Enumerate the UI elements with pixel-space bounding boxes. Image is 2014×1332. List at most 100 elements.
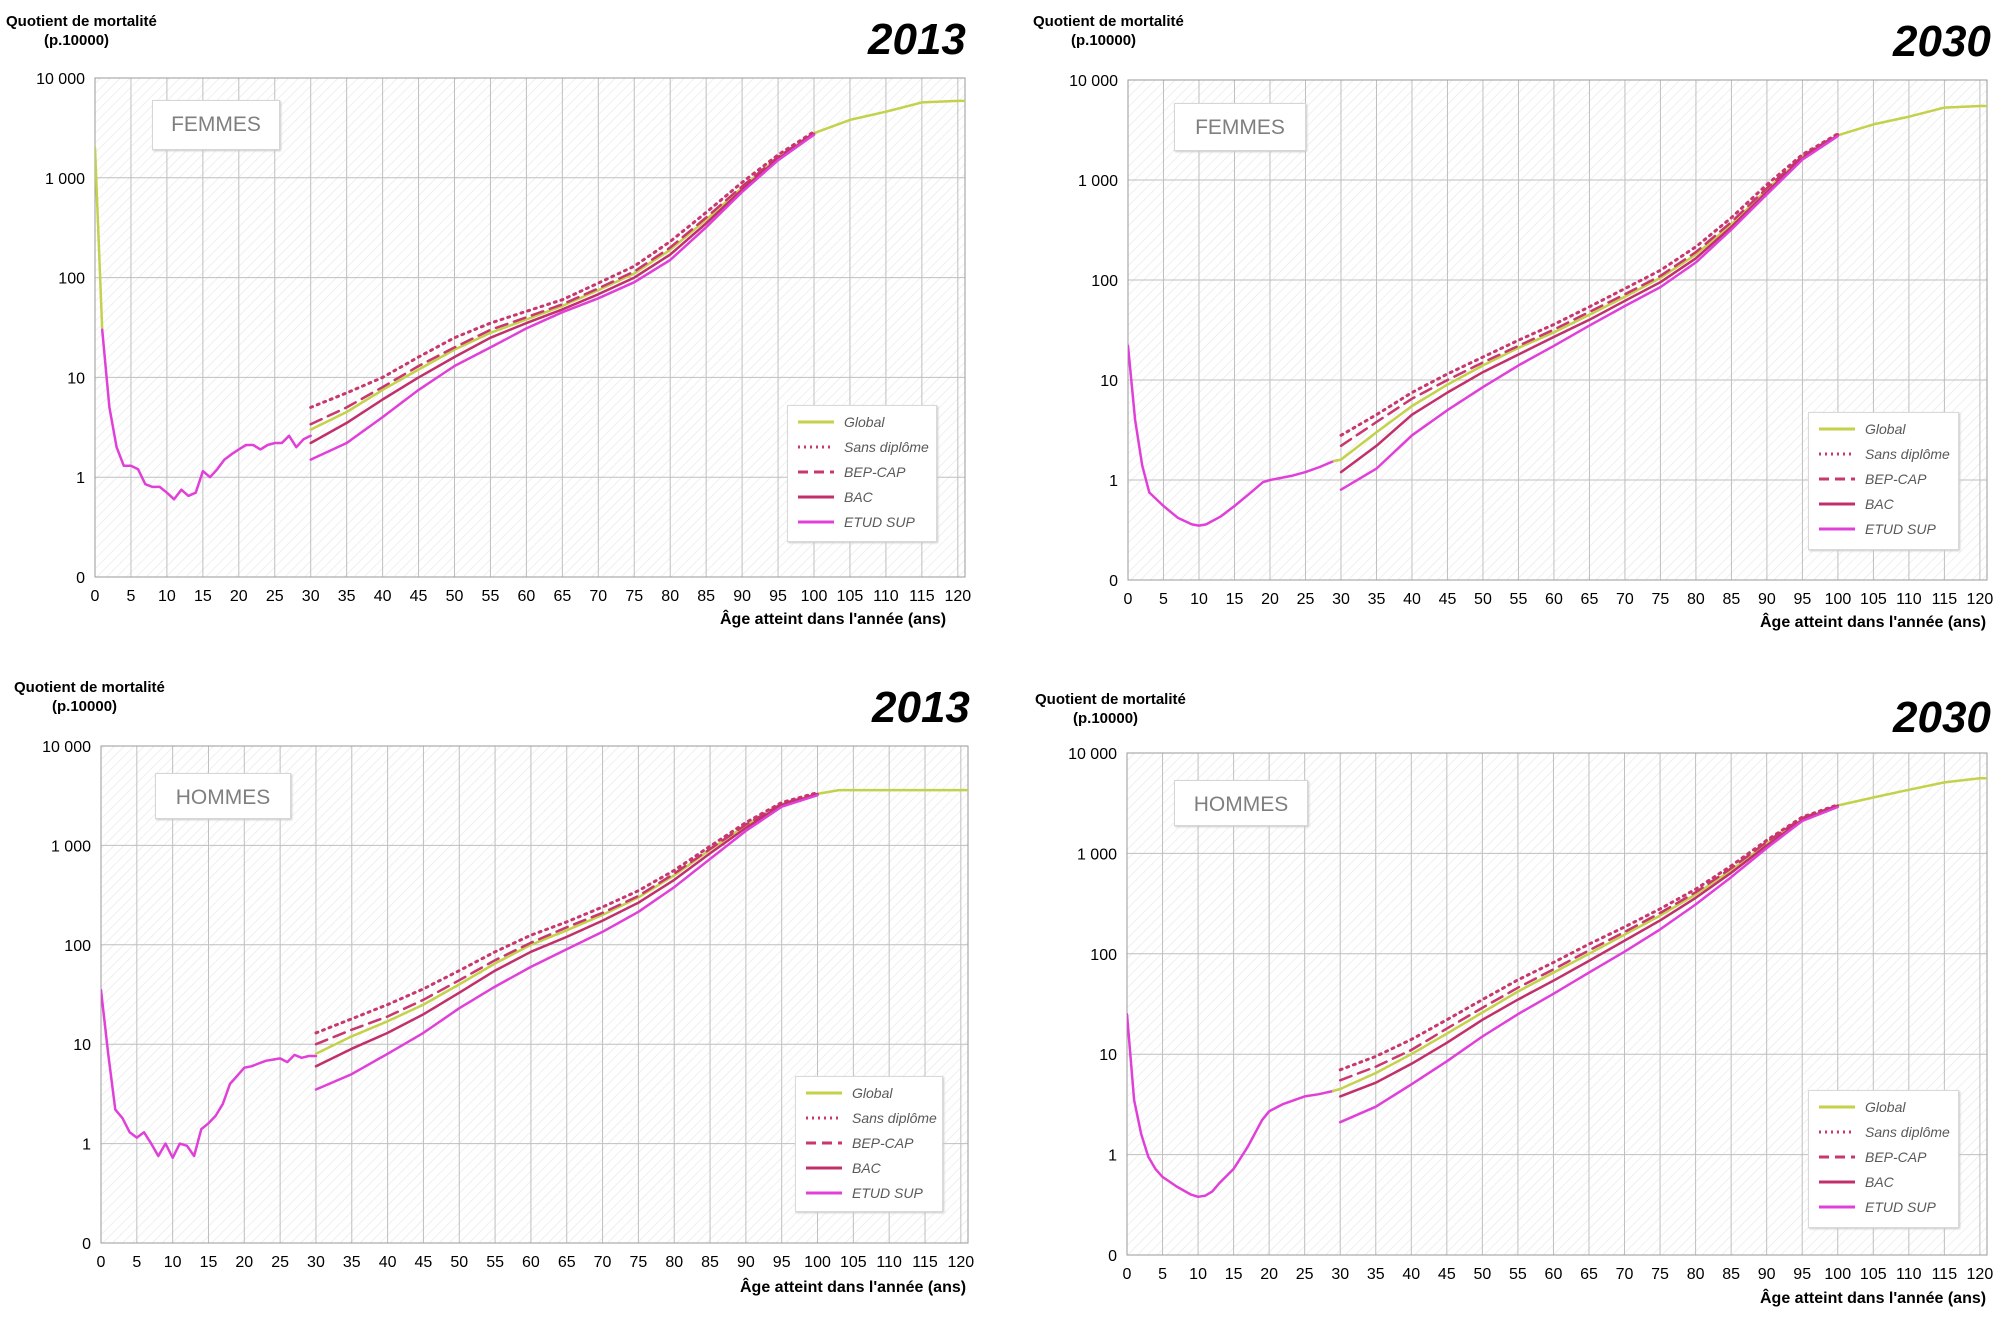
x-tick-label: 15 bbox=[1226, 591, 1244, 608]
series-line-bac bbox=[314, 793, 819, 1068]
x-tick-label: 95 bbox=[769, 588, 787, 605]
series-line-sans-diplome bbox=[309, 130, 816, 409]
legend-swatch bbox=[798, 520, 834, 524]
x-tick-label: 90 bbox=[737, 1254, 755, 1271]
x-tick-label: 65 bbox=[558, 1254, 576, 1271]
legend-label-global: Global bbox=[844, 414, 885, 430]
x-tick-label: 115 bbox=[1932, 1266, 1958, 1283]
x-tick-label: 45 bbox=[1439, 591, 1457, 608]
legend-swatch bbox=[1819, 1155, 1855, 1159]
legend-swatch bbox=[1819, 1130, 1855, 1134]
x-tick-label: 15 bbox=[1225, 1266, 1243, 1283]
y-tick-label: 0 bbox=[76, 570, 85, 587]
x-tick-label: 55 bbox=[1510, 591, 1528, 608]
legend-label-sans-diplome: Sans diplôme bbox=[852, 1110, 937, 1126]
plot-area: 0 5 10 15 20 25 30 35 40 45 50 55 60 65 70 75 80 85 90 95 10… bbox=[1069, 73, 1993, 608]
x-tick-label: 50 bbox=[1473, 1266, 1491, 1283]
x-tick-label: 100 bbox=[801, 588, 828, 605]
y-tick-label: 0 bbox=[82, 1236, 91, 1253]
x-tick-label: 105 bbox=[1860, 591, 1887, 608]
x-tick-label: 10 bbox=[1189, 1266, 1207, 1283]
x-tick-label: 110 bbox=[1896, 591, 1922, 608]
x-tick-label: 5 bbox=[1159, 591, 1168, 608]
x-tick-label: 120 bbox=[947, 1254, 974, 1271]
x-tick-label: 75 bbox=[629, 1254, 647, 1271]
x-tick-label: 10 bbox=[158, 588, 176, 605]
x-tick-label: 45 bbox=[410, 588, 428, 605]
gender-label: FEMMES bbox=[1174, 103, 1306, 151]
y-axis-title-line1: Quotient de mortalité bbox=[6, 13, 157, 30]
x-tick-label: 40 bbox=[1402, 1266, 1420, 1283]
x-tick-label: 50 bbox=[1474, 591, 1492, 608]
series-line-global bbox=[1332, 104, 1987, 463]
y-axis-title: Quotient de mortalité (p.10000) bbox=[1035, 690, 1186, 728]
y-axis-title-line2: (p.10000) bbox=[44, 32, 110, 49]
x-tick-label: 75 bbox=[1651, 1266, 1669, 1283]
x-tick-label: 90 bbox=[733, 588, 751, 605]
x-tick-label: 5 bbox=[1158, 1266, 1167, 1283]
x-tick-label: 120 bbox=[944, 588, 971, 605]
x-tick-label: 65 bbox=[1581, 591, 1599, 608]
series-line-sans-diplome bbox=[1338, 803, 1840, 1072]
y-axis-title: Quotient de mortalité (p.10000) bbox=[6, 12, 157, 50]
x-tick-label: 35 bbox=[338, 588, 356, 605]
legend-swatch bbox=[798, 420, 834, 424]
x-tick-label: 15 bbox=[194, 588, 212, 605]
series-line-global bbox=[1331, 777, 1987, 1093]
y-tick-label: 10 000 bbox=[1069, 73, 1118, 90]
x-tick-label: 20 bbox=[235, 1254, 253, 1271]
legend: Global Sans diplôme BEP-CAP BAC ETUD SUP bbox=[1808, 1090, 1959, 1228]
x-tick-label: 80 bbox=[661, 588, 679, 605]
series-line-etud-sup bbox=[1127, 1012, 1335, 1199]
series-group bbox=[101, 788, 968, 1160]
legend-item-bac: BAC bbox=[1819, 1172, 1969, 1192]
legend-swatch bbox=[798, 495, 834, 499]
x-tick-label: 50 bbox=[446, 588, 464, 605]
y-axis-title-line2: (p.10000) bbox=[1073, 710, 1139, 727]
legend-label-bac: BAC bbox=[844, 489, 873, 505]
x-tick-label: 25 bbox=[266, 588, 284, 605]
x-tick-label: 85 bbox=[701, 1254, 719, 1271]
x-tick-label: 25 bbox=[271, 1254, 289, 1271]
x-tick-label: 110 bbox=[876, 1254, 902, 1271]
legend-label-bep-cap: BEP-CAP bbox=[1865, 1149, 1927, 1165]
y-tick-label: 100 bbox=[1090, 947, 1117, 964]
y-tick-label: 100 bbox=[64, 938, 91, 955]
legend-item-etud-sup: ETUD SUP bbox=[798, 512, 948, 532]
legend-swatch bbox=[806, 1091, 842, 1095]
y-tick-label: 1 bbox=[82, 1137, 91, 1154]
y-tick-label: 1 000 bbox=[1077, 846, 1117, 863]
x-tick-label: 75 bbox=[625, 588, 643, 605]
x-tick-label: 110 bbox=[873, 588, 899, 605]
legend-label-global: Global bbox=[1865, 1099, 1906, 1115]
legend-label-global: Global bbox=[852, 1085, 893, 1101]
y-axis-title: Quotient de mortalité (p.10000) bbox=[14, 678, 165, 716]
x-tick-label: 15 bbox=[200, 1254, 218, 1271]
legend-item-global: Global bbox=[1819, 1097, 1969, 1117]
legend-label-bac: BAC bbox=[852, 1160, 881, 1176]
legend-item-sans-diplome: Sans diplôme bbox=[798, 437, 948, 457]
legend-label-bac: BAC bbox=[1865, 496, 1894, 512]
y-axis-title-line1: Quotient de mortalité bbox=[1035, 691, 1186, 708]
y-axis-title-line1: Quotient de mortalité bbox=[1033, 13, 1184, 30]
series-line-bac bbox=[1338, 804, 1839, 1098]
x-tick-label: 80 bbox=[665, 1254, 683, 1271]
y-tick-label: 10 bbox=[73, 1037, 91, 1054]
x-axis-title: Âge atteint dans l'année (ans) bbox=[1760, 1290, 1987, 1307]
y-tick-label: 0 bbox=[1109, 573, 1118, 590]
series-line-etud-sup bbox=[1338, 805, 1839, 1124]
y-axis-title-line2: (p.10000) bbox=[1071, 32, 1137, 49]
x-tick-label: 35 bbox=[343, 1254, 361, 1271]
x-tick-label: 35 bbox=[1368, 591, 1386, 608]
legend-label-etud-sup: ETUD SUP bbox=[1865, 521, 1936, 537]
x-tick-label: 25 bbox=[1296, 1266, 1314, 1283]
series-line-bac bbox=[309, 132, 816, 445]
plot-area: 0 5 10 15 20 25 30 35 40 45 50 55 60 65 70 75 80 85 90 95 10… bbox=[36, 71, 971, 605]
legend-swatch bbox=[806, 1191, 842, 1195]
series-line-etud-sup bbox=[1128, 344, 1336, 527]
plot-frame bbox=[94, 77, 966, 578]
x-tick-label: 100 bbox=[804, 1254, 831, 1271]
series-line-etud-sup bbox=[101, 988, 318, 1160]
plot-area: 0 5 10 15 20 25 30 35 40 45 50 55 60 65 70 75 80 85 90 95 10… bbox=[1068, 746, 1993, 1283]
series-line-bac bbox=[1339, 134, 1840, 474]
